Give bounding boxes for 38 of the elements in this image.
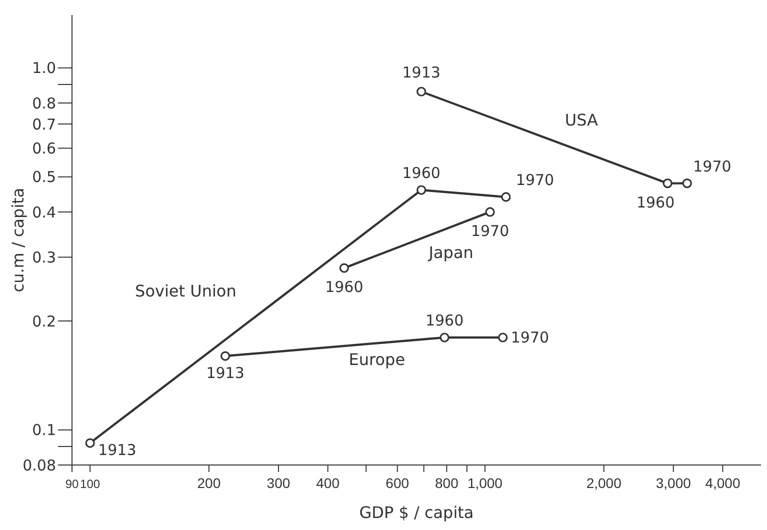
annotation: 1960	[636, 193, 675, 212]
x-tick-label: 1,000	[467, 475, 503, 491]
y-tick-label: 0.4	[32, 203, 56, 222]
x-tick-label: 2,000	[586, 475, 622, 491]
series-label: Japan	[428, 243, 474, 262]
annotation: 1960	[325, 278, 364, 296]
annotation: 1913	[402, 64, 440, 82]
x-axis-title: GDP $ / capita	[359, 503, 474, 522]
y-tick-label: 0.7	[32, 115, 56, 134]
x-tick-label: 3,000	[656, 475, 692, 491]
y-axis-title: cu.m / capita	[8, 188, 28, 292]
x-tick-label: 300	[266, 475, 290, 491]
annotation: 1970	[693, 157, 732, 176]
x-tick-label: 200	[197, 475, 221, 491]
y-tick-label: 1.0	[32, 59, 56, 78]
y-tick-label: 0.2	[32, 312, 56, 330]
x-tick-label: 600	[386, 475, 410, 491]
series-label: Soviet Union	[135, 282, 236, 301]
series-label: Europe	[348, 350, 406, 369]
x-tick-label: 90	[65, 477, 79, 491]
annotation: 1960	[425, 312, 464, 330]
annotation: 1970	[516, 170, 554, 189]
annotation: 1913	[98, 441, 136, 460]
x-tick-label: 4,000	[705, 475, 740, 491]
x-tick-label: 800	[435, 475, 459, 491]
x-tick-label: 400	[316, 475, 340, 491]
x-tick-label: 100	[80, 477, 100, 491]
y-tick-label: 0.08	[22, 456, 56, 474]
annotation: 1970	[510, 328, 550, 347]
y-tick-label: 0.6	[32, 140, 56, 158]
y-tick-label: 0.3	[32, 248, 56, 267]
y-tick-label: 0.8	[32, 94, 56, 112]
annotation: 1960	[402, 164, 440, 182]
y-tick-label: 0.5	[32, 168, 56, 186]
y-tick-label: 0.1	[32, 421, 56, 440]
series-label: USA	[564, 110, 598, 130]
annotation: 1913	[206, 364, 244, 382]
annotation: 1970	[470, 222, 510, 240]
